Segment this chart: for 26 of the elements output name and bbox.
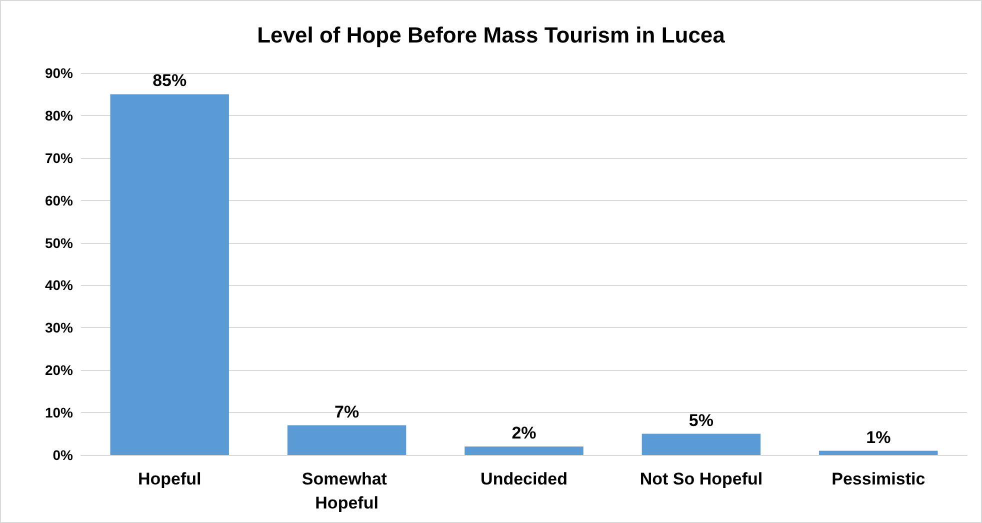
bar bbox=[287, 425, 406, 455]
bar bbox=[819, 450, 938, 455]
chart-title: Level of Hope Before Mass Tourism in Lucea bbox=[257, 22, 726, 48]
x-tick-label: Hopeful bbox=[138, 470, 202, 488]
y-tick-label: 80% bbox=[44, 107, 74, 124]
bar bbox=[110, 94, 229, 455]
data-label: 5% bbox=[688, 410, 714, 430]
y-tick-label: 70% bbox=[44, 150, 74, 166]
data-label: 2% bbox=[512, 424, 536, 443]
bar bbox=[642, 434, 761, 455]
x-tick-label: Undecided bbox=[480, 470, 568, 488]
y-tick-label: 90% bbox=[44, 65, 74, 81]
x-tick-label: Pessimistic bbox=[832, 470, 926, 488]
y-tick-label: 10% bbox=[44, 404, 74, 421]
y-tick-label: 40% bbox=[44, 277, 74, 294]
y-tick-label: 20% bbox=[44, 362, 74, 378]
y-tick-label: 60% bbox=[44, 192, 74, 208]
data-label: 85% bbox=[152, 71, 187, 90]
y-tick-label: 50% bbox=[44, 234, 74, 251]
x-tick-label: Somewhat Hopeful bbox=[302, 470, 392, 512]
y-tick-label: 0% bbox=[52, 447, 74, 463]
x-tick-label: Not So Hopeful bbox=[640, 470, 763, 488]
y-tick-label: 30% bbox=[44, 320, 74, 336]
data-label: 7% bbox=[334, 402, 360, 422]
data-label: 1% bbox=[866, 428, 891, 447]
bar bbox=[464, 446, 584, 455]
